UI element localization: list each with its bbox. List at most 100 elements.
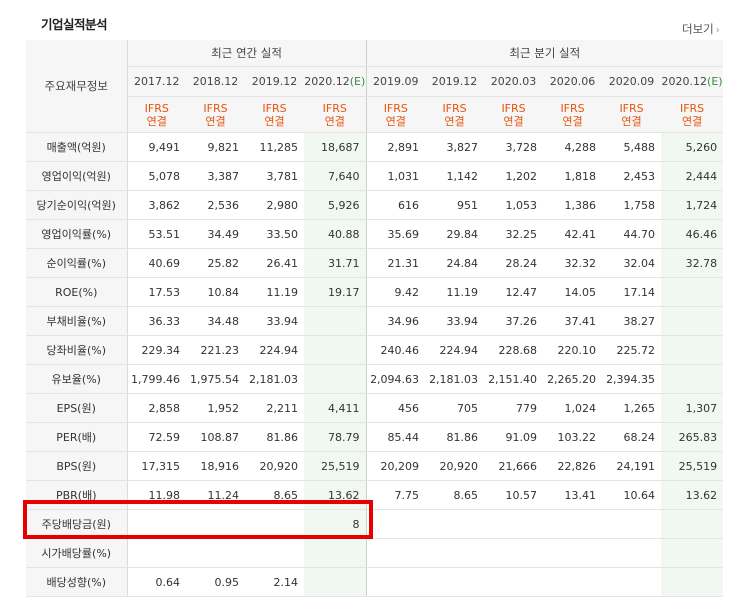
- table-cell: 21,666: [484, 451, 544, 481]
- ifrs-label: IFRS 연결: [661, 96, 724, 133]
- table-cell: 224.94: [245, 335, 304, 365]
- table-cell: 22,826: [543, 451, 603, 481]
- ifrs-line2: 연결: [444, 114, 465, 128]
- period-header: 2020.12(E): [661, 66, 724, 97]
- table-cell: 81.86: [425, 422, 485, 452]
- table-row: 당좌비율(%) 229.34 221.23 224.94 240.46 224.94 228…: [26, 335, 724, 365]
- period-header: 2017.12: [127, 66, 186, 97]
- row-label: 매출액(억원): [26, 132, 128, 162]
- table-cell: 2,858: [127, 393, 186, 423]
- financial-table: 주요재무정보 최근 연간 실적 최근 분기 실적 2017.12 2018.12 2…: [26, 40, 724, 597]
- ifrs-line1: IFRS: [322, 101, 347, 115]
- table-cell: 14.05: [543, 277, 603, 307]
- table-cell: 108.87: [186, 422, 245, 452]
- table-cell: 1,386: [543, 190, 603, 220]
- table-cell: 1,265: [602, 393, 662, 423]
- table-cell: [543, 509, 603, 539]
- table-row: 매출액(억원) 9,491 9,821 11,285 18,687 2,891 3,827 3…: [26, 132, 724, 162]
- table-cell: 103.22: [543, 422, 603, 452]
- period-header: 2020.09: [602, 66, 662, 97]
- more-link[interactable]: 더보기 ›: [682, 21, 720, 37]
- ifrs-line1: IFRS: [501, 101, 526, 115]
- ifrs-label: IFRS 연결: [304, 96, 367, 133]
- table-cell: [304, 567, 367, 597]
- table-cell: 1,799.46: [127, 364, 186, 394]
- period-label: 2019.12: [251, 75, 298, 88]
- row-label-header: 주요재무정보: [26, 40, 128, 133]
- ifrs-label: IFRS 연결: [425, 96, 485, 133]
- ifrs-label: IFRS 연결: [127, 96, 186, 133]
- table-cell: 3,862: [127, 190, 186, 220]
- table-row: 주당배당금(원) 8: [26, 509, 724, 539]
- table-row: 유보율(%) 1,799.46 1,975.54 2,181.03 2,094.63 2,…: [26, 364, 724, 394]
- row-label: PBR(배): [26, 480, 128, 510]
- table-cell: 2.14: [245, 567, 304, 597]
- ifrs-line2: 연결: [205, 114, 226, 128]
- period-label: 2020.09: [608, 75, 655, 88]
- ifrs-line1: IFRS: [679, 101, 705, 115]
- ifrs-line2: 연결: [385, 114, 406, 128]
- table-cell: 18,687: [304, 132, 367, 162]
- table-cell: 1,031: [366, 161, 426, 191]
- table-cell: [245, 538, 304, 568]
- period-header: 2018.12: [186, 66, 245, 97]
- ifrs-line1: IFRS: [144, 101, 169, 115]
- table-cell: 2,444: [661, 161, 724, 191]
- table-cell: 24,191: [602, 451, 662, 481]
- table-cell: 5,926: [304, 190, 367, 220]
- table-cell: 32.78: [661, 248, 724, 278]
- table-cell: 265.83: [661, 422, 724, 452]
- table-cell: 4,288: [543, 132, 603, 162]
- table-cell: 34.96: [366, 306, 426, 336]
- table-cell: 13.62: [304, 480, 367, 510]
- table-cell: 78.79: [304, 422, 367, 452]
- table-cell: [661, 509, 724, 539]
- table-cell: [425, 509, 485, 539]
- table-cell: 4,411: [304, 393, 367, 423]
- table-cell: 20,920: [425, 451, 485, 481]
- ifrs-line2: 연결: [562, 114, 583, 128]
- table-cell: [543, 567, 603, 597]
- period-header: 2020.06: [543, 66, 603, 97]
- table-cell: 34.49: [186, 219, 245, 249]
- ifrs-line2: 연결: [681, 114, 703, 128]
- period-label: 2020.06: [549, 75, 596, 88]
- section-title: 기업실적분석: [41, 17, 108, 32]
- period-label: 2020.12: [661, 75, 708, 88]
- quarter-header: 최근 분기 실적: [366, 40, 724, 67]
- table-cell: 2,891: [366, 132, 426, 162]
- table-cell: [661, 335, 724, 365]
- row-label: 시가배당률(%): [26, 538, 128, 568]
- table-cell: 25,519: [661, 451, 724, 481]
- table-cell: 10.64: [602, 480, 662, 510]
- table-cell: 1,758: [602, 190, 662, 220]
- table-cell: 32.32: [543, 248, 603, 278]
- table-cell: 951: [425, 190, 485, 220]
- table-cell: [304, 364, 367, 394]
- ifrs-label: IFRS 연결: [245, 96, 304, 133]
- row-label: ROE(%): [26, 277, 128, 307]
- period-label: 2018.12: [192, 75, 239, 88]
- table-cell: 224.94: [425, 335, 485, 365]
- table-cell: 779: [484, 393, 544, 423]
- table-cell: [661, 364, 724, 394]
- row-label: 당좌비율(%): [26, 335, 128, 365]
- table-cell: 1,818: [543, 161, 603, 191]
- period-header: 2019.12: [425, 66, 485, 97]
- table-cell: 8.65: [245, 480, 304, 510]
- row-label: 부채비율(%): [26, 306, 128, 336]
- table-cell: 44.70: [602, 219, 662, 249]
- more-label[interactable]: 더보기: [682, 22, 714, 36]
- table-cell: 1,053: [484, 190, 544, 220]
- table-cell: 11.24: [186, 480, 245, 510]
- period-header: 2020.12(E): [304, 66, 367, 97]
- table-row: PBR(배) 11.98 11.24 8.65 13.62 7.75 8.65 10.57 13…: [26, 480, 724, 510]
- table-cell: 705: [425, 393, 485, 423]
- row-label: 당기순이익(억원): [26, 190, 128, 220]
- table-cell: [304, 538, 367, 568]
- table-cell: 17.14: [602, 277, 662, 307]
- table-cell: [425, 538, 485, 568]
- period-header: 2020.03: [484, 66, 544, 97]
- table-cell: 2,094.63: [366, 364, 426, 394]
- table-cell: 8: [304, 509, 367, 539]
